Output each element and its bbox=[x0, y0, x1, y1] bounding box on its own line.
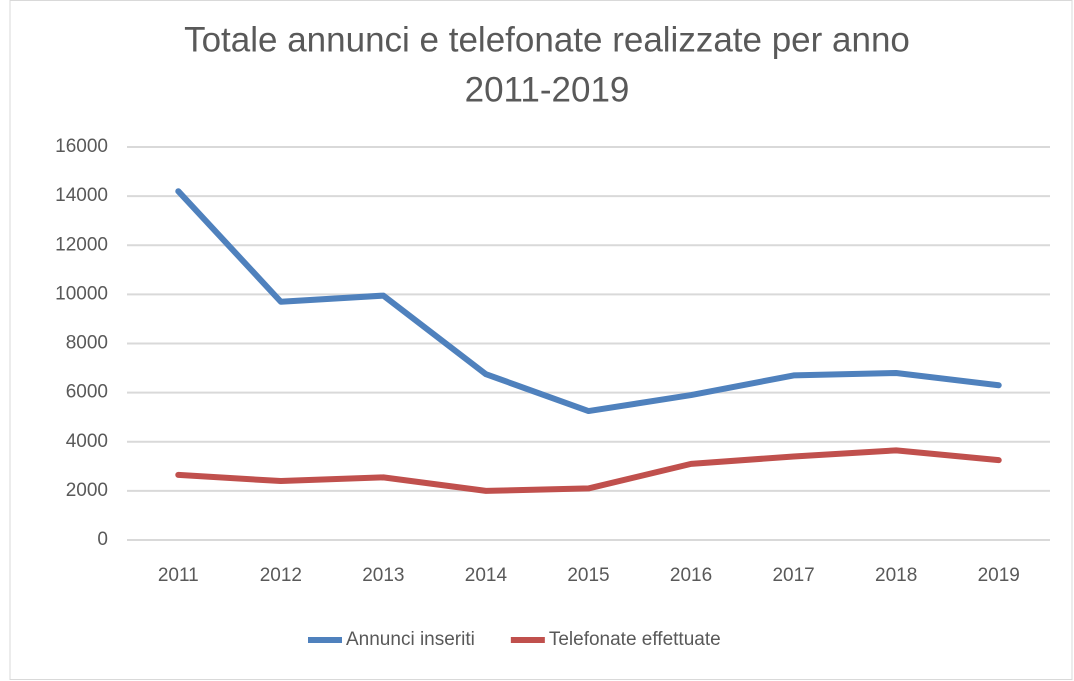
y-tick-label: 14000 bbox=[55, 185, 108, 206]
data-line bbox=[175, 188, 1002, 415]
chart-title: Totale annunci e telefonate realizzate p… bbox=[184, 20, 910, 59]
chart-frame bbox=[9, 0, 1073, 680]
x-tick-label: 2014 bbox=[465, 565, 508, 586]
x-tick-label: 2015 bbox=[567, 565, 609, 586]
x-tick-label: 2011 bbox=[158, 565, 199, 586]
y-tick-label: 0 bbox=[97, 529, 108, 550]
y-tick-label: 8000 bbox=[66, 333, 108, 354]
legend-label: Telefonate effettuate bbox=[549, 629, 721, 650]
x-tick-label: 2018 bbox=[875, 565, 917, 586]
legend-label: Annunci inseriti bbox=[346, 629, 475, 650]
data-line bbox=[175, 447, 1002, 494]
x-tick-label: 2016 bbox=[670, 565, 712, 586]
y-tick-label: 2000 bbox=[66, 480, 108, 501]
y-tick-label: 12000 bbox=[55, 234, 108, 255]
x-tick-label: 2012 bbox=[260, 565, 302, 586]
x-tick-label: 2017 bbox=[772, 565, 814, 586]
x-tick-label: 2013 bbox=[362, 565, 404, 586]
chart-title: 2011-2019 bbox=[465, 70, 630, 109]
y-tick-label: 10000 bbox=[55, 283, 108, 304]
y-tick-label: 6000 bbox=[66, 382, 108, 403]
y-tick-label: 16000 bbox=[55, 136, 108, 157]
y-tick-label: 4000 bbox=[66, 431, 108, 452]
x-tick-label: 2019 bbox=[978, 565, 1020, 586]
